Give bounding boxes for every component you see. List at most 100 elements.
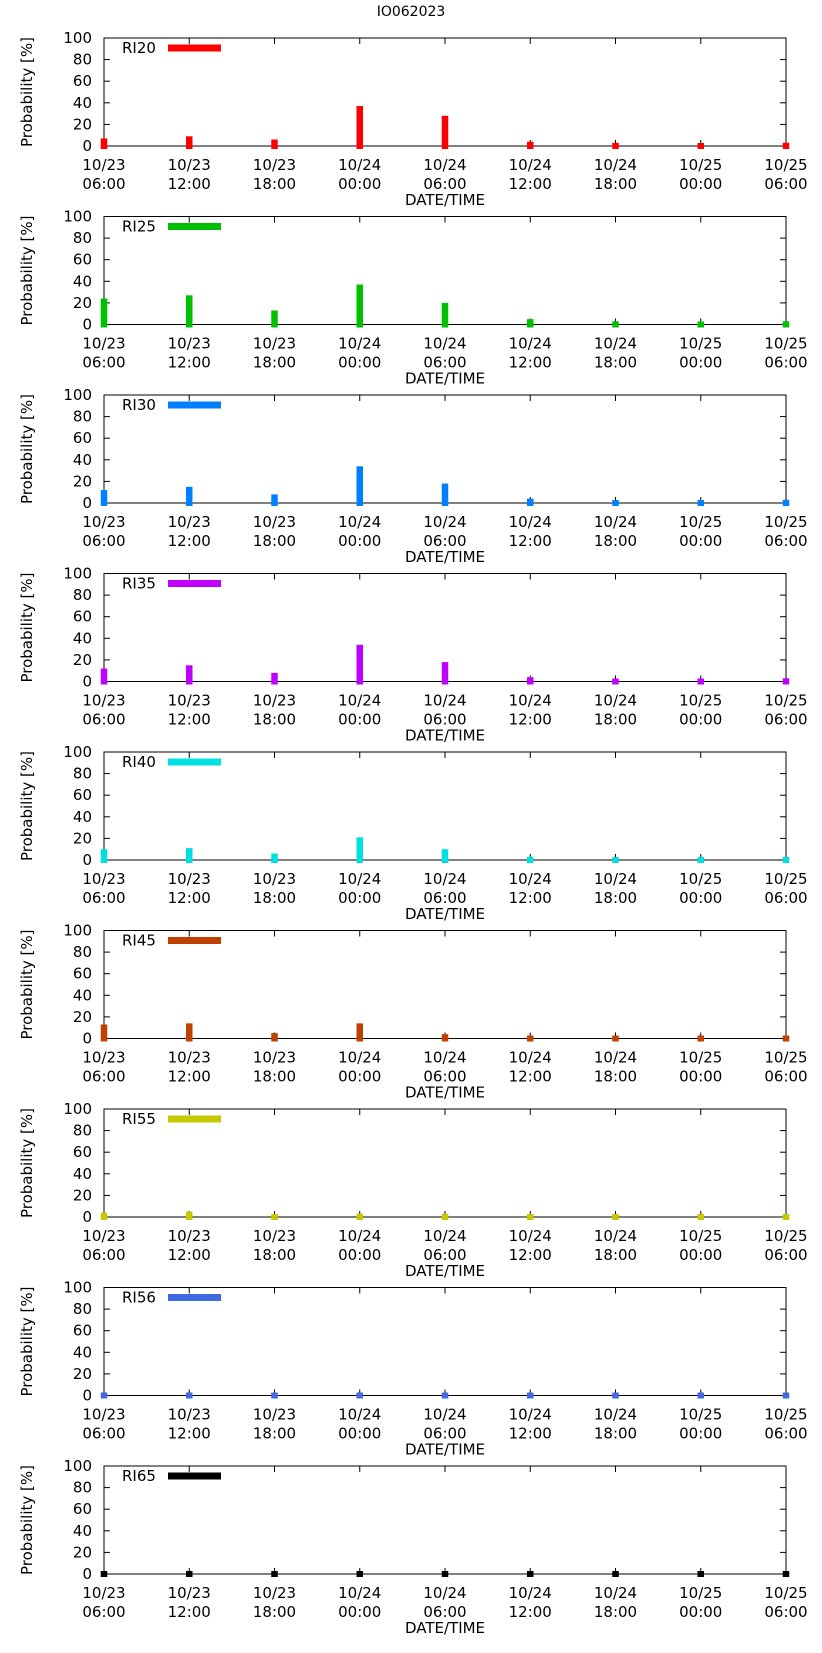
y-tick-label: 100	[63, 208, 92, 226]
x-tick-label-time: 06:00	[82, 1425, 125, 1443]
legend-label: RI30	[122, 396, 156, 414]
y-axis-title: Probability [%]	[18, 215, 36, 325]
x-tick-label-time: 18:00	[594, 175, 637, 193]
x-tick-label-time: 06:00	[82, 175, 125, 193]
legend-label: RI20	[122, 39, 156, 57]
chart-panel-ri40: 02040608010010/2306:0010/2312:0010/2318:…	[18, 743, 808, 923]
x-tick-label-time: 12:00	[168, 354, 211, 372]
y-tick-label: 40	[73, 451, 92, 469]
x-tick-label-date: 10/24	[509, 1584, 552, 1602]
x-tick-label-date: 10/23	[253, 513, 296, 531]
x-axis-title: DATE/TIME	[405, 905, 485, 923]
x-tick-label-time: 18:00	[253, 1068, 296, 1086]
x-tick-label-date: 10/24	[338, 1227, 381, 1245]
bar-ri30-3	[356, 466, 363, 506]
y-tick-label: 80	[73, 586, 92, 604]
x-tick-label-time: 06:00	[423, 1246, 466, 1264]
x-tick-label-time: 18:00	[594, 1068, 637, 1086]
x-tick-label-date: 10/23	[82, 692, 125, 710]
bar-ri65-0	[100, 1571, 108, 1577]
y-tick-label: 60	[73, 1500, 92, 1518]
legend-label: RI35	[122, 575, 156, 593]
y-tick-label: 0	[82, 137, 92, 155]
bar-ri40-0	[100, 849, 108, 863]
bar-ri35-2	[271, 672, 278, 685]
y-tick-label: 40	[73, 1343, 92, 1361]
bar-ri25-0	[100, 298, 108, 328]
x-tick-label-time: 18:00	[253, 1246, 296, 1264]
x-tick-label-date: 10/23	[82, 335, 125, 353]
x-tick-label-date: 10/24	[423, 513, 466, 531]
x-tick-label-date: 10/25	[679, 335, 722, 353]
y-tick-label: 80	[73, 1300, 92, 1318]
y-tick-label: 0	[82, 673, 92, 691]
x-tick-label-date: 10/24	[594, 1049, 637, 1067]
x-tick-label-date: 10/24	[338, 692, 381, 710]
x-tick-label-time: 06:00	[423, 1068, 466, 1086]
x-tick-label-time: 06:00	[423, 354, 466, 372]
x-tick-label-time: 00:00	[338, 711, 381, 729]
x-tick-label-date: 10/25	[679, 870, 722, 888]
plot-frame	[103, 1108, 787, 1218]
bar-ri20-3	[356, 106, 363, 149]
y-axis-title: Probability [%]	[18, 1286, 36, 1396]
bar-ri56-1	[186, 1392, 193, 1399]
y-tick-label: 20	[73, 829, 92, 847]
bar-ri40-4	[441, 849, 449, 863]
y-tick-label: 0	[82, 1565, 92, 1583]
y-tick-label: 60	[73, 72, 92, 90]
y-tick-label: 0	[82, 851, 92, 869]
x-tick-label-date: 10/25	[679, 692, 722, 710]
x-tick-label-time: 00:00	[679, 532, 722, 550]
x-tick-label-date: 10/23	[253, 335, 296, 353]
x-tick-label-date: 10/24	[423, 1406, 466, 1424]
x-tick-label-date: 10/24	[338, 156, 381, 174]
x-tick-label-time: 06:00	[423, 532, 466, 550]
x-tick-label-time: 12:00	[168, 711, 211, 729]
x-tick-label-date: 10/25	[764, 1406, 807, 1424]
bar-ri55-0	[100, 1212, 108, 1220]
x-axis-title: DATE/TIME	[405, 727, 485, 745]
bar-ri55-8	[782, 1214, 790, 1220]
x-tick-label-date: 10/23	[168, 1227, 211, 1245]
bar-ri55-5	[527, 1214, 534, 1220]
bar-ri30-0	[100, 490, 108, 506]
x-tick-label-time: 06:00	[764, 532, 807, 550]
x-tick-label-date: 10/25	[679, 513, 722, 531]
bar-ri25-6	[612, 321, 619, 328]
x-tick-label-date: 10/24	[423, 335, 466, 353]
bar-ri20-4	[441, 115, 449, 149]
x-tick-label-date: 10/24	[338, 1584, 381, 1602]
y-tick-label: 100	[63, 386, 92, 404]
y-tick-label: 100	[63, 743, 92, 761]
x-tick-label-date: 10/25	[764, 156, 807, 174]
x-axis-title: DATE/TIME	[405, 548, 485, 566]
x-tick-label-date: 10/23	[82, 513, 125, 531]
x-tick-label-date: 10/24	[594, 1406, 637, 1424]
bar-ri45-0	[100, 1024, 108, 1042]
bar-ri20-0	[100, 138, 108, 149]
figure-title: IO062023	[377, 4, 446, 20]
bar-ri30-4	[441, 483, 449, 506]
bar-ri56-7	[697, 1392, 704, 1399]
legend-label: RI56	[122, 1289, 156, 1307]
chart-panel-ri55: 02040608010010/2306:0010/2312:0010/2318:…	[18, 1100, 808, 1280]
x-tick-label-date: 10/24	[509, 1227, 552, 1245]
x-tick-label-time: 12:00	[168, 175, 211, 193]
bar-ri35-6	[612, 678, 619, 685]
y-tick-label: 100	[63, 29, 92, 47]
x-tick-label-time: 12:00	[168, 1603, 211, 1621]
x-tick-label-date: 10/23	[82, 1227, 125, 1245]
x-tick-label-date: 10/23	[253, 156, 296, 174]
x-tick-label-time: 18:00	[594, 889, 637, 907]
x-tick-label-time: 12:00	[168, 1246, 211, 1264]
bar-ri40-7	[697, 857, 704, 863]
y-tick-label: 0	[82, 1387, 92, 1405]
x-tick-label-time: 00:00	[338, 1068, 381, 1086]
y-tick-label: 60	[73, 251, 92, 269]
bar-ri40-6	[612, 857, 619, 863]
x-tick-label-time: 12:00	[509, 889, 552, 907]
bar-ri65-1	[186, 1571, 193, 1577]
x-tick-label-date: 10/25	[764, 1227, 807, 1245]
y-tick-label: 60	[73, 1143, 92, 1161]
